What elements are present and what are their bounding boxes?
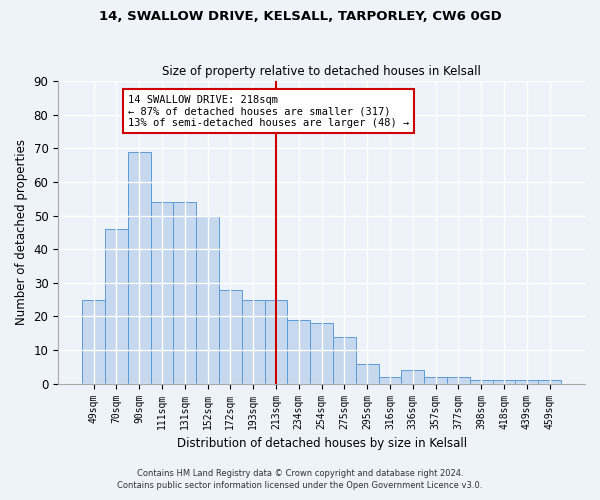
Y-axis label: Number of detached properties: Number of detached properties <box>15 140 28 326</box>
Bar <box>493 380 515 384</box>
Bar <box>105 229 128 384</box>
Bar <box>447 377 470 384</box>
X-axis label: Distribution of detached houses by size in Kelsall: Distribution of detached houses by size … <box>176 437 467 450</box>
Bar <box>151 202 173 384</box>
Bar <box>515 380 538 384</box>
Bar <box>219 290 242 384</box>
Title: Size of property relative to detached houses in Kelsall: Size of property relative to detached ho… <box>162 66 481 78</box>
Bar <box>424 377 447 384</box>
Text: 14, SWALLOW DRIVE, KELSALL, TARPORLEY, CW6 0GD: 14, SWALLOW DRIVE, KELSALL, TARPORLEY, C… <box>98 10 502 23</box>
Text: 14 SWALLOW DRIVE: 218sqm
← 87% of detached houses are smaller (317)
13% of semi-: 14 SWALLOW DRIVE: 218sqm ← 87% of detach… <box>128 94 409 128</box>
Bar <box>173 202 196 384</box>
Bar <box>287 320 310 384</box>
Bar <box>538 380 561 384</box>
Text: Contains HM Land Registry data © Crown copyright and database right 2024.
Contai: Contains HM Land Registry data © Crown c… <box>118 468 482 490</box>
Bar <box>356 364 379 384</box>
Bar <box>265 300 287 384</box>
Bar <box>196 216 219 384</box>
Bar <box>333 336 356 384</box>
Bar <box>242 300 265 384</box>
Bar <box>128 152 151 384</box>
Bar <box>470 380 493 384</box>
Bar <box>82 300 105 384</box>
Bar <box>401 370 424 384</box>
Bar <box>310 323 333 384</box>
Bar <box>379 377 401 384</box>
